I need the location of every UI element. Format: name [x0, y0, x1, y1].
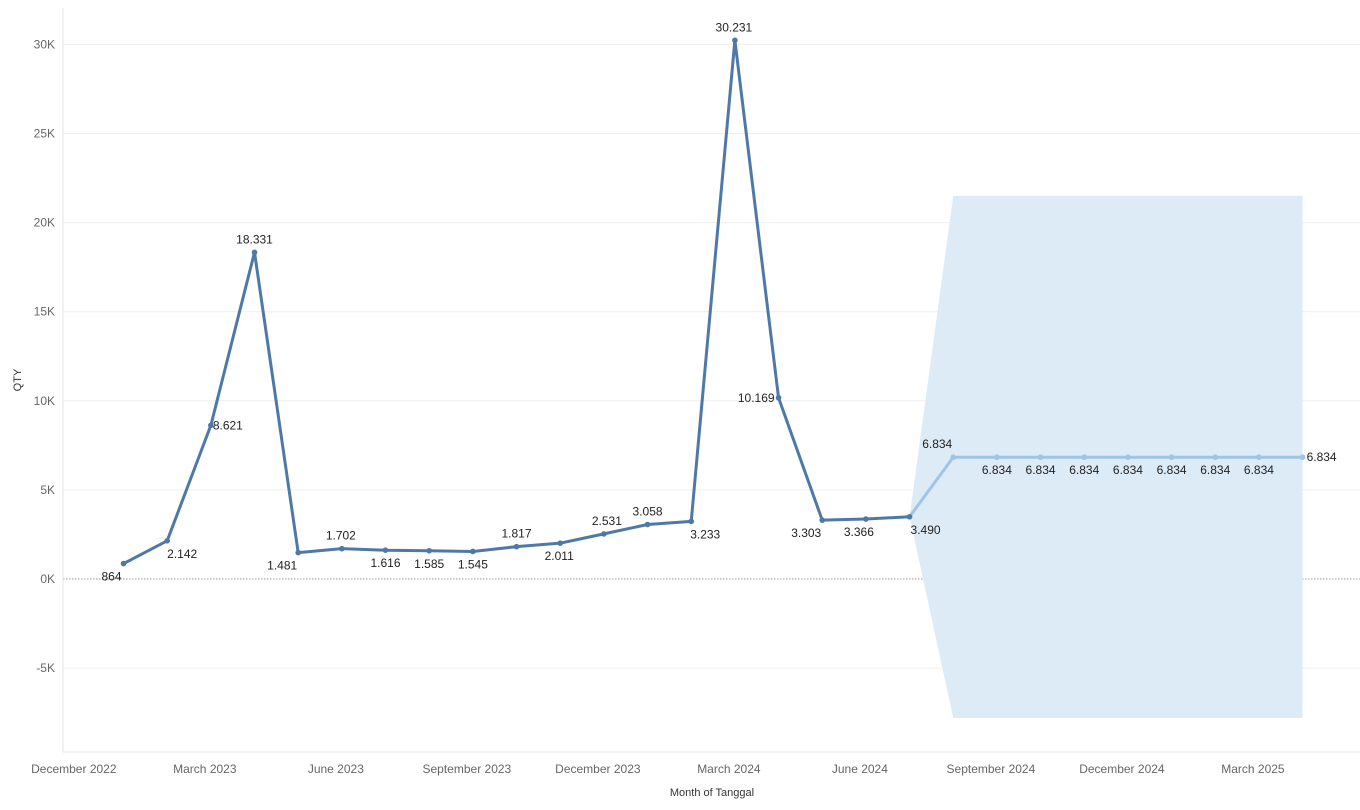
actual-point[interactable] [863, 516, 869, 522]
forecast-point[interactable] [1037, 454, 1044, 461]
actual-point[interactable] [339, 545, 345, 552]
forecast-data-label: 6.834 [1307, 450, 1337, 464]
actual-point[interactable] [164, 538, 170, 544]
actual-point[interactable] [251, 249, 258, 256]
x-tick-label: March 2023 [173, 762, 237, 776]
y-tick-label: 30K [34, 37, 55, 51]
actual-data-label: 3.303 [791, 526, 821, 540]
y-tick-label: 10K [34, 394, 55, 408]
actual-point[interactable] [732, 37, 738, 44]
actual-point[interactable] [819, 517, 826, 523]
actual-data-label: 8.621 [213, 418, 243, 432]
actual-data-label: 2.142 [167, 547, 197, 561]
y-tick-label: 15K [34, 305, 55, 319]
forecast-data-label: 6.834 [1157, 463, 1187, 477]
actual-point[interactable] [120, 560, 127, 567]
actual-point[interactable] [557, 540, 563, 546]
actual-data-label: 1.481 [267, 559, 297, 573]
gridlines [63, 43, 1360, 669]
forecast-data-label: 6.834 [1113, 463, 1143, 477]
x-tick-label: March 2024 [697, 762, 761, 776]
forecast-data-label: 6.834 [922, 437, 952, 451]
forecast-data-label: 6.834 [982, 463, 1012, 477]
y-tick-label: 5K [40, 483, 55, 497]
actual-series-line [122, 38, 912, 566]
actual-point[interactable] [470, 548, 476, 555]
x-tick-label: December 2022 [31, 762, 117, 776]
y-tick-label: 25K [34, 127, 55, 141]
forecast-point[interactable] [1256, 454, 1262, 461]
actual-point[interactable] [208, 422, 214, 429]
x-tick-label: June 2023 [308, 762, 364, 776]
actual-data-label: 30.231 [716, 20, 753, 34]
actual-point[interactable] [688, 518, 695, 525]
forecast-series-line [908, 455, 1305, 519]
actual-data-label: 1.702 [326, 529, 356, 543]
actual-data-label: 1.817 [502, 527, 532, 541]
x-tick-label: September 2023 [422, 762, 511, 776]
forecast-point[interactable] [1168, 454, 1175, 461]
series-points [120, 37, 1306, 567]
actual-data-label: 2.531 [592, 514, 622, 528]
x-tick-label: December 2023 [555, 762, 641, 776]
forecast-point[interactable] [1212, 454, 1219, 461]
data-labels: 864 2.142 8.621 18.331 1.481 1.702 1.616 1.585 1… [101, 20, 1336, 583]
actual-point[interactable] [382, 547, 389, 554]
y-axis-title: QTY [12, 368, 24, 391]
x-tick-label: March 2025 [1221, 762, 1285, 776]
actual-data-label: 3.233 [690, 527, 720, 541]
actual-point[interactable] [426, 547, 432, 554]
actual-data-label: 3.490 [911, 523, 941, 537]
forecast-point[interactable] [950, 454, 957, 461]
actual-data-label: 864 [101, 570, 121, 584]
forecast-data-label: 6.834 [1069, 463, 1099, 477]
forecast-point[interactable] [1081, 454, 1088, 461]
y-tick-label: -5K [36, 661, 55, 675]
forecast-point[interactable] [1299, 454, 1306, 461]
actual-data-label: 18.331 [236, 232, 273, 246]
actual-point[interactable] [601, 531, 607, 537]
actual-data-label: 1.616 [371, 556, 401, 570]
x-axis-title: Month of Tanggal [670, 787, 754, 799]
forecast-data-label: 6.834 [1200, 463, 1230, 477]
forecast-point[interactable] [994, 454, 1000, 461]
actual-data-label: 3.366 [844, 525, 874, 539]
actual-point[interactable] [644, 521, 651, 528]
actual-point[interactable] [775, 394, 782, 401]
actual-data-label: 1.585 [414, 557, 444, 571]
actual-data-label: 1.545 [458, 557, 488, 571]
actual-point[interactable] [295, 549, 301, 556]
y-tick-label: 20K [34, 216, 55, 230]
actual-point[interactable] [906, 514, 913, 520]
forecast-point[interactable] [1125, 454, 1131, 461]
axes: 30K 25K 20K 15K 10K 5K 0K -5K December 2022 March… [31, 8, 1360, 776]
x-tick-label: June 2024 [832, 762, 888, 776]
actual-data-label: 10.169 [738, 391, 775, 405]
y-tick-label: 0K [40, 572, 55, 586]
actual-point[interactable] [513, 543, 520, 550]
actual-data-label: 3.058 [633, 505, 663, 519]
x-tick-label: September 2024 [947, 762, 1036, 776]
forecast-data-label: 6.834 [1026, 463, 1056, 477]
x-tick-label: December 2024 [1079, 762, 1165, 776]
forecast-data-label: 6.834 [1244, 463, 1274, 477]
actual-data-label: 2.011 [545, 549, 574, 563]
